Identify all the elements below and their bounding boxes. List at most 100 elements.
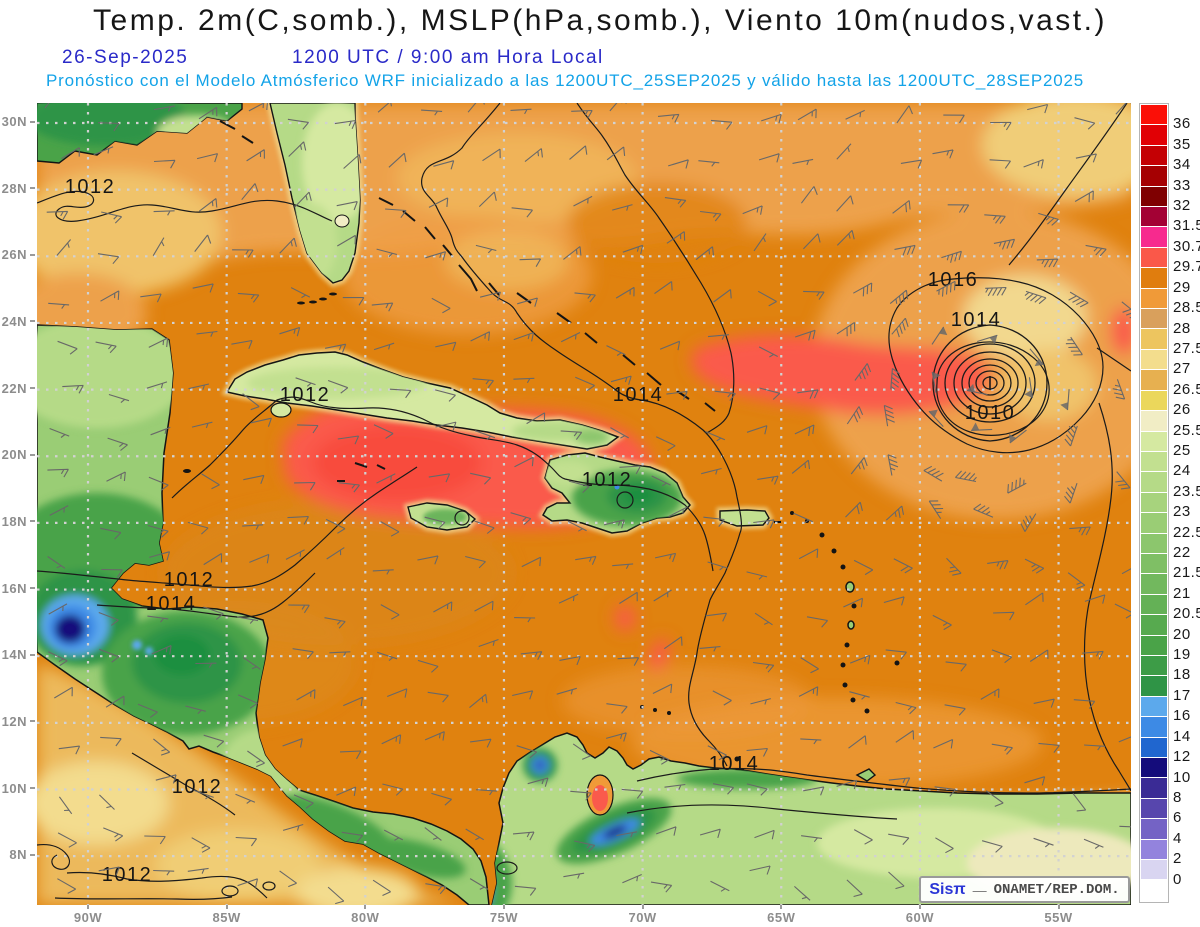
lon-label: 60W (890, 903, 950, 925)
lon-label: 70W (613, 903, 673, 925)
colorbar-band (1141, 268, 1167, 288)
colorbar-band (1141, 839, 1167, 860)
bahamas-islands (354, 197, 716, 470)
forecast-line: Pronóstico con el Modelo Atmósferico WRF… (46, 71, 1085, 90)
colorbar-tick-label: 6 (1173, 809, 1182, 827)
colorbar-tick-label: 2 (1173, 850, 1182, 868)
colorbar-tick-label: 26 (1173, 401, 1191, 419)
lat-label: 8N (9, 847, 35, 862)
latitude-axis: 30N 28N 26N 24N 22N 20N 18N 16N 14N 12N 10N 8N (0, 103, 36, 905)
colorbar-tick-label: 31.5 (1173, 217, 1200, 235)
lat-label: 24N (2, 314, 35, 329)
colorbar-tick-label: 22.5 (1173, 523, 1200, 541)
colorbar-band (1141, 451, 1167, 472)
colorbar-band (1141, 207, 1167, 227)
isobar-label: 1014 (951, 309, 1002, 331)
colorbar-tick-label: 26.5 (1173, 380, 1200, 398)
colorbar-band (1141, 370, 1167, 390)
colorbar-tick-label: 21.5 (1173, 564, 1200, 582)
colorbar-band (1141, 309, 1167, 329)
isobar-label: 1012 (102, 864, 153, 886)
colorbar-tick-label: 10 (1173, 768, 1191, 786)
colorbar-band (1141, 594, 1167, 615)
lat-label: 26N (2, 247, 35, 262)
colorbar-tick-label: 4 (1173, 829, 1182, 847)
colorbar-tick-label: 25.5 (1173, 421, 1200, 439)
page-title: Temp. 2m(C,somb.), MSLP(hPa,somb.), Vien… (93, 4, 1107, 37)
florida-keys (297, 292, 337, 305)
colorbar-band (1141, 513, 1167, 533)
isobar-label: 1012 (65, 176, 116, 198)
watermark-separator: — (972, 881, 987, 898)
colorbar-tick-label: 22 (1173, 544, 1191, 562)
isla-juventud (270, 402, 292, 418)
lon-label: 65W (751, 903, 811, 925)
colorbar-band (1141, 411, 1167, 431)
colorbar-band (1141, 778, 1167, 798)
colorbar-tick-label: 8 (1173, 788, 1182, 806)
colorbar-tick-label: 21 (1173, 584, 1191, 602)
colorbar-band (1141, 615, 1167, 635)
hispaniola-cold-spot (614, 484, 620, 490)
colorbar-tick-label: 20.5 (1173, 605, 1200, 623)
colorbar-band (1141, 288, 1167, 309)
colorbar-tick-label: 29.7 (1173, 258, 1200, 276)
colorbar-band (1141, 349, 1167, 370)
datetime-line: 26-Sep-2025 1200 UTC / 9:00 am Hora Loca… (62, 47, 602, 69)
colorbar-band (1141, 472, 1167, 492)
colorbar-band (1141, 880, 1167, 900)
sispi-logo: Sisπ (929, 880, 966, 898)
lat-label: 18N (2, 514, 35, 529)
colorbar-tick-label: 24 (1173, 462, 1191, 480)
colorbar-tick-label: 14 (1173, 727, 1191, 745)
forecast-map: 1012 1016 1014 1010 1012 1014 1012 1012 1014 1012… (7, 90, 1182, 919)
isobar-label: 1016 (928, 269, 979, 291)
colorbar-band (1141, 798, 1167, 819)
lat-label: 28N (2, 181, 35, 196)
isobar-label: 1010 (965, 402, 1016, 424)
colorbar-band (1141, 696, 1167, 717)
isobar-label: 1012 (280, 384, 331, 406)
lon-label: 55W (1029, 903, 1089, 925)
colorbar-band (1141, 737, 1167, 757)
colorbar-tick-label: 30.7 (1173, 237, 1200, 255)
colorbar-tick-label: 12 (1173, 748, 1191, 766)
colorbar-tick-label: 23 (1173, 503, 1191, 521)
isobar-label: 1014 (709, 753, 760, 775)
colorbar-band (1141, 166, 1167, 186)
colorbar-band (1141, 533, 1167, 553)
lat-label: 10N (2, 781, 35, 796)
colorbar-band (1141, 186, 1167, 207)
lon-label: 85W (197, 903, 257, 925)
colorbar-labels: 363534333231.530.729.72928.52827.52726.5… (1173, 103, 1200, 903)
lon-label: 80W (335, 903, 395, 925)
isobar-label: 1012 (164, 569, 215, 591)
colorbar-tick-label: 28 (1173, 319, 1191, 337)
trinidad (855, 768, 877, 782)
lesser-antilles (640, 511, 900, 762)
lake-okeechobee (334, 214, 350, 228)
colorbar-band (1141, 717, 1167, 737)
lat-label: 20N (2, 447, 35, 462)
watermark-org: ONAMET/REP.DOM. (993, 881, 1120, 898)
colorbar-band (1141, 390, 1167, 411)
colorbar-band (1141, 553, 1167, 574)
colorbar-band (1141, 655, 1167, 676)
watermark-badge: Sisπ — ONAMET/REP.DOM. (919, 876, 1130, 903)
colorbar-band (1141, 125, 1167, 145)
isobar-label: 1012 (582, 469, 633, 491)
lat-label: 14N (2, 647, 35, 662)
colorbar-tick-label: 36 (1173, 115, 1191, 133)
longitude-axis: 90W 85W 80W 75W 70W 65W 60W 55W (0, 903, 1131, 927)
colorbar-band (1141, 635, 1167, 655)
lon-label: 75W (474, 903, 534, 925)
colorbar-tick-label: 19 (1173, 646, 1191, 664)
colorbar-band (1141, 105, 1167, 125)
colorbar-band (1141, 758, 1167, 778)
colorbar-tick-label: 16 (1173, 707, 1191, 725)
colorbar-tick-label: 27.5 (1173, 339, 1200, 357)
colorbar-band (1141, 145, 1167, 166)
isobar-label: 1014 (146, 593, 197, 615)
isobar-contours (36, 102, 1132, 900)
colorbar-band (1141, 247, 1167, 268)
